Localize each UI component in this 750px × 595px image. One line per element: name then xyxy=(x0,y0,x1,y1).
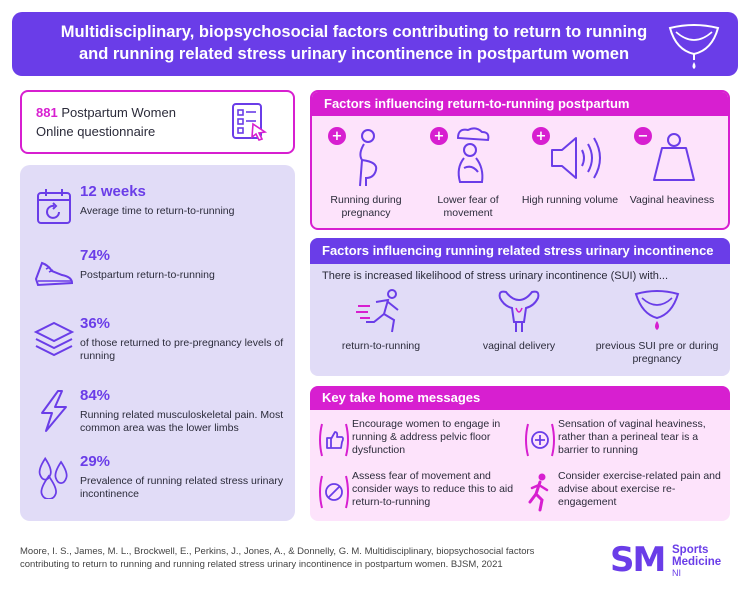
factor-label: Running during pregnancy xyxy=(330,194,402,219)
sui-factor-label: return-to-running xyxy=(341,340,421,352)
rtr-factors-title: Factors influencing return-to-running po… xyxy=(324,96,630,111)
factor-item: + Lower fear of movement xyxy=(418,124,518,224)
speaker-volume-icon: + xyxy=(532,127,601,179)
factor-sign: + xyxy=(536,129,547,144)
droplets-icon xyxy=(38,456,68,499)
layers-icon xyxy=(33,321,75,357)
sui-factor-item: previous SUI pre or during pregnancy xyxy=(592,288,722,374)
thumbs-up-icon xyxy=(319,423,349,457)
key-messages-title: Key take home messages xyxy=(322,390,481,405)
running-woman-icon xyxy=(528,473,549,512)
stat-item: 74% Postpartum return-to-running xyxy=(20,247,295,317)
sui-factors-panel: Factors influencing running related stre… xyxy=(310,238,730,376)
logo-mark: SM xyxy=(610,540,666,580)
logo-line-3: NI xyxy=(672,568,681,578)
stat-value: 29% xyxy=(80,453,111,470)
stat-item: 84% Running related musculoskeletal pain… xyxy=(20,387,295,457)
stats-panel: 12 weeks Average time to return-to-runni… xyxy=(20,165,295,521)
citation: Moore, I. S., James, M. L., Brockwell, E… xyxy=(20,545,590,571)
sui-factor-label: vaginal delivery xyxy=(482,340,556,352)
factor-item: + Running during pregnancy xyxy=(316,124,416,224)
questionnaire-icon xyxy=(232,103,268,141)
stat-item: 12 weeks Average time to return-to-runni… xyxy=(20,183,295,253)
logo-line-1: Sports xyxy=(672,544,709,556)
stat-value: 74% xyxy=(80,247,111,264)
stat-description: Postpartum return-to-running xyxy=(80,269,215,281)
factor-label: High running volume xyxy=(521,194,619,206)
participant-count: 881 xyxy=(36,105,58,120)
pelvic-floor-icon xyxy=(634,290,680,330)
sui-factor-item: return-to-running xyxy=(316,288,446,374)
sui-intro-text: There is increased likelihood of stress … xyxy=(322,270,669,282)
no-fear-icon xyxy=(319,475,349,509)
factor-label: Lower fear of movement xyxy=(437,194,499,219)
rtr-factors-panel: Factors influencing return-to-running po… xyxy=(310,90,730,230)
runner-icon xyxy=(356,289,399,333)
running-shoe-icon xyxy=(34,261,74,287)
key-message: Sensation of vaginal heaviness, rather t… xyxy=(522,418,727,470)
sports-medicine-ni-logo: SM Sports Medicine NI xyxy=(610,540,740,580)
title-line-1: Multidisciplinary, biopsychosocial facto… xyxy=(60,23,648,41)
participant-label: Postpartum Women xyxy=(57,105,176,120)
sui-factor-label: previous SUI pre or during pregnancy xyxy=(595,340,719,365)
study-method: Online questionnaire xyxy=(36,124,156,139)
pregnant-woman-icon: + xyxy=(328,127,378,187)
pelvic-floor-icon xyxy=(668,24,720,69)
factor-sign: − xyxy=(638,129,649,144)
stat-description: of those returned to pre-pregnancy level… xyxy=(80,337,284,362)
factor-label: Vaginal heaviness xyxy=(629,194,715,206)
key-message-text: Encourage women to engage in running & a… xyxy=(352,418,501,456)
stat-value: 36% xyxy=(80,315,111,332)
stat-value: 84% xyxy=(80,387,111,404)
uterus-icon xyxy=(498,290,540,332)
key-message: Encourage women to engage in running & a… xyxy=(316,418,521,470)
target-icon xyxy=(525,423,555,457)
factor-sign: + xyxy=(434,129,445,144)
stat-item: 29% Prevalence of running related stress… xyxy=(20,453,295,523)
key-message-text: Assess fear of movement and consider way… xyxy=(352,470,514,508)
stat-description: Average time to return-to-running xyxy=(80,205,235,217)
factor-sign: + xyxy=(332,129,343,144)
study-info-box: 881 Postpartum Women Online questionnair… xyxy=(20,90,295,154)
page-title: Multidisciplinary, biopsychosocial facto… xyxy=(34,21,674,65)
key-message-text: Sensation of vaginal heaviness, rather t… xyxy=(558,418,706,456)
rtr-factors-header: Factors influencing return-to-running po… xyxy=(312,92,728,116)
key-messages-header: Key take home messages xyxy=(310,386,730,410)
worried-person-icon: + xyxy=(430,127,490,183)
sui-factors-title: Factors influencing running related stre… xyxy=(322,243,714,258)
citation-line-2: contributing to return to running and ru… xyxy=(20,559,503,570)
sui-factor-item: vaginal delivery xyxy=(454,288,584,374)
key-message: Consider exercise-related pain and advis… xyxy=(522,470,727,521)
title-line-2: and running related stress urinary incon… xyxy=(78,45,630,63)
key-messages-panel: Key take home messages Encourage women t… xyxy=(310,386,730,521)
lightning-icon xyxy=(41,390,67,432)
factor-item: + High running volume xyxy=(520,124,620,224)
study-text: 881 Postpartum Women Online questionnair… xyxy=(36,103,176,141)
stat-value: 12 weeks xyxy=(80,183,146,200)
stat-description: Prevalence of running related stress uri… xyxy=(80,475,284,500)
sui-factors-header: Factors influencing running related stre… xyxy=(310,238,730,264)
key-message-text: Consider exercise-related pain and advis… xyxy=(558,470,721,508)
factor-item: − Vaginal heaviness xyxy=(622,124,722,224)
citation-line-1: Moore, I. S., James, M. L., Brockwell, E… xyxy=(20,546,535,557)
stat-item: 36% of those returned to pre-pregnancy l… xyxy=(20,315,295,385)
logo-line-2: Medicine xyxy=(672,556,722,568)
calendar-icon xyxy=(37,189,71,224)
key-message: Assess fear of movement and consider way… xyxy=(316,470,521,521)
header-banner: Multidisciplinary, biopsychosocial facto… xyxy=(12,12,738,76)
stat-description: Running related musculoskeletal pain. Mo… xyxy=(80,409,284,434)
weight-icon: − xyxy=(634,127,695,181)
